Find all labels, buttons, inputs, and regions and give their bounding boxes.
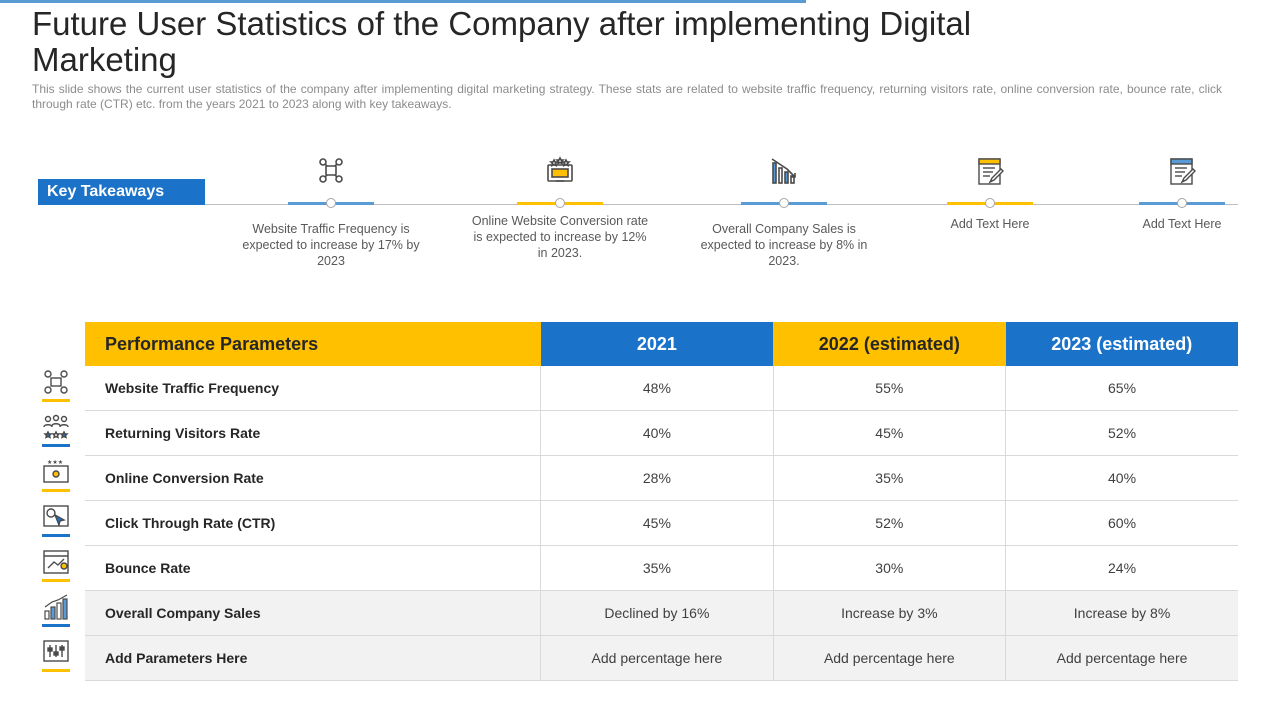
value-cell-2022: 45%	[772, 410, 1006, 456]
notepad-pen-icon	[975, 155, 1005, 187]
page-title: Future User Statistics of the Company af…	[32, 5, 972, 78]
takeaway-text: Website Traffic Frequency is expected to…	[242, 222, 420, 268]
top-accent-bar	[0, 0, 806, 3]
row-icon-container	[42, 413, 70, 447]
value-cell-2022: Increase by 3%	[772, 590, 1006, 636]
key-takeaways-label: Key Takeaways	[38, 179, 205, 205]
group-stars-icon	[43, 414, 69, 439]
value-cell-2021: 28%	[540, 455, 774, 501]
timeline-dot	[1177, 198, 1187, 208]
page-subtitle: This slide shows the current user statis…	[32, 82, 1222, 111]
param-cell: Returning Visitors Rate	[85, 410, 541, 456]
growth-chart-icon	[44, 594, 68, 620]
performance-table: Performance Parameters 2021 2022 (estima…	[85, 322, 1238, 681]
param-cell: Bounce Rate	[85, 545, 541, 591]
header-2023: 2023 (estimated)	[1005, 322, 1238, 366]
row-icon-accent	[42, 489, 70, 492]
value-cell-2023: Increase by 8%	[1005, 590, 1238, 636]
monitor-stars-icon: ★★★	[43, 459, 69, 483]
timeline-dot	[555, 198, 565, 208]
timeline-dot	[985, 198, 995, 208]
value-cell-2022: 52%	[772, 500, 1006, 546]
value-cell-2023: Add percentage here	[1005, 635, 1238, 681]
param-cell: Online Conversion Rate	[85, 455, 541, 501]
row-icon-container	[42, 548, 70, 582]
value-cell-2021: 45%	[540, 500, 774, 546]
header-2021: 2021	[540, 322, 774, 366]
row-icon-container	[42, 593, 70, 627]
value-cell-2021: Add percentage here	[540, 635, 774, 681]
table-row: Bounce Rate 35% 30% 24%	[85, 545, 1238, 591]
row-icon-accent	[42, 399, 70, 402]
value-cell-2021: 48%	[540, 366, 774, 411]
declining-chart-icon	[769, 155, 799, 187]
value-cell-2022: 55%	[772, 366, 1006, 411]
svg-text:★★★: ★★★	[47, 459, 63, 466]
table-row: Click Through Rate (CTR) 45% 52% 60%	[85, 500, 1238, 546]
row-icon-accent	[42, 534, 70, 537]
value-cell-2023: 52%	[1005, 410, 1238, 456]
table-row: Add Parameters Here Add percentage here …	[85, 635, 1238, 681]
row-icon-container: ★★★	[42, 458, 70, 492]
row-icon-accent	[42, 669, 70, 672]
takeaway-text: Add Text Here	[1142, 217, 1222, 231]
notepad-pen-icon	[1167, 155, 1197, 187]
header-performance-parameters: Performance Parameters	[85, 322, 541, 366]
value-cell-2021: Declined by 16%	[540, 590, 774, 636]
row-icon-container	[42, 638, 70, 672]
takeaways-timeline-line	[205, 204, 1238, 205]
value-cell-2023: 60%	[1005, 500, 1238, 546]
value-cell-2023: 40%	[1005, 455, 1238, 501]
param-cell: Overall Company Sales	[85, 590, 541, 636]
header-2022: 2022 (estimated)	[773, 322, 1006, 366]
network-people-icon	[44, 370, 68, 394]
network-people-icon	[316, 155, 346, 187]
param-cell: Add Parameters Here	[85, 635, 541, 681]
param-cell: Website Traffic Frequency	[85, 366, 541, 411]
param-cell: Click Through Rate (CTR)	[85, 500, 541, 546]
table-header-row: Performance Parameters 2021 2022 (estima…	[85, 322, 1238, 366]
browser-chart-icon	[43, 550, 69, 574]
value-cell-2023: 24%	[1005, 545, 1238, 591]
row-icon-accent	[42, 444, 70, 447]
takeaway-text: Add Text Here	[950, 217, 1030, 231]
takeaway-text: Overall Company Sales is expected to inc…	[700, 222, 868, 268]
table-row: Website Traffic Frequency 48% 55% 65%	[85, 366, 1238, 411]
row-icon-container	[42, 368, 70, 402]
row-icon-container	[42, 503, 70, 537]
timeline-dot	[326, 198, 336, 208]
row-icon-accent	[42, 624, 70, 627]
value-cell-2021: 40%	[540, 410, 774, 456]
value-cell-2021: 35%	[540, 545, 774, 591]
table-row: Overall Company Sales Declined by 16% In…	[85, 590, 1238, 636]
table-row: Returning Visitors Rate 40% 45% 52%	[85, 410, 1238, 456]
monitor-stars-icon	[545, 155, 575, 187]
value-cell-2022: 30%	[772, 545, 1006, 591]
value-cell-2023: 65%	[1005, 366, 1238, 411]
value-cell-2022: 35%	[772, 455, 1006, 501]
takeaway-text: Online Website Conversion rate is expect…	[471, 214, 649, 260]
cursor-click-icon	[43, 505, 69, 528]
sliders-panel-icon	[43, 640, 69, 662]
value-cell-2022: Add percentage here	[772, 635, 1006, 681]
timeline-dot	[779, 198, 789, 208]
table-row: Online Conversion Rate 28% 35% 40%	[85, 455, 1238, 501]
row-icon-accent	[42, 579, 70, 582]
